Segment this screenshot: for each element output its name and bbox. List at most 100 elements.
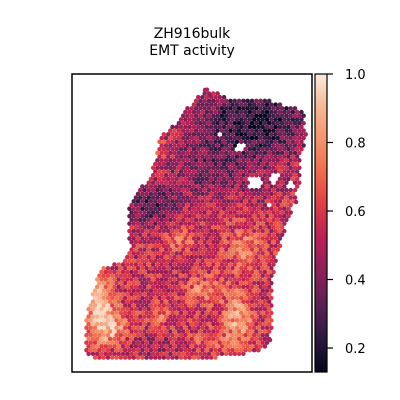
spot: [260, 280, 265, 286]
spot: [170, 146, 175, 152]
spot: [191, 288, 197, 293]
spot: [180, 158, 186, 163]
spot: [137, 351, 143, 357]
spot: [180, 120, 186, 126]
spot: [168, 284, 173, 290]
spot: [223, 158, 229, 163]
spot: [282, 146, 287, 152]
spot: [288, 143, 293, 148]
spot: [279, 150, 285, 156]
spot: [176, 158, 182, 163]
spot: [243, 199, 248, 204]
spot: [185, 202, 190, 208]
spot: [129, 225, 134, 230]
spot: [183, 303, 188, 308]
spot: [230, 340, 235, 345]
spot: [241, 106, 246, 111]
spot: [269, 124, 274, 130]
spot: [196, 310, 201, 316]
spot: [122, 266, 128, 271]
spot: [284, 187, 289, 193]
spot: [245, 344, 250, 349]
spot: [232, 195, 238, 200]
spot: [232, 173, 238, 178]
spot: [232, 98, 238, 104]
spot: [185, 225, 190, 230]
spot: [146, 306, 152, 312]
spot: [176, 277, 182, 282]
spot: [116, 269, 121, 275]
spot: [215, 329, 220, 334]
spot: [172, 158, 177, 163]
spot: [168, 202, 173, 208]
spot: [241, 217, 246, 223]
spot: [178, 221, 184, 226]
spot: [277, 169, 283, 174]
spot: [284, 195, 289, 200]
spot: [256, 325, 261, 331]
spot: [172, 314, 177, 319]
spot: [198, 247, 203, 252]
spot: [193, 225, 199, 230]
spot: [137, 321, 143, 327]
spot: [230, 236, 235, 241]
spot: [187, 191, 192, 197]
spot: [140, 258, 145, 264]
spot: [258, 321, 263, 327]
spot: [200, 325, 205, 331]
spot: [178, 184, 184, 189]
spot: [191, 124, 197, 130]
spot: [256, 288, 261, 293]
spot: [200, 169, 205, 174]
spot: [258, 113, 263, 119]
spot: [254, 254, 259, 260]
spot: [213, 191, 218, 197]
spot: [264, 318, 270, 323]
spot: [88, 332, 93, 338]
spot: [148, 199, 154, 204]
spot: [211, 106, 216, 111]
spot: [140, 280, 145, 286]
spot: [251, 243, 257, 249]
spot: [118, 288, 124, 293]
spot: [129, 232, 134, 238]
spot: [161, 139, 167, 145]
spot: [301, 113, 306, 119]
spot: [191, 280, 197, 286]
spot: [269, 117, 274, 122]
spot: [260, 295, 265, 301]
spot: [228, 202, 233, 208]
spot: [129, 336, 134, 342]
spot: [245, 299, 250, 305]
spot: [219, 113, 225, 119]
spot: [241, 202, 246, 208]
spot: [228, 113, 233, 119]
spot: [213, 303, 218, 308]
spot: [99, 269, 104, 275]
spot: [277, 228, 283, 234]
spot: [269, 318, 274, 323]
spot: [219, 232, 225, 238]
spot: [168, 150, 173, 156]
spot: [127, 221, 132, 226]
spot: [260, 161, 265, 167]
spot: [135, 288, 141, 293]
spot: [279, 217, 285, 223]
spot: [211, 269, 216, 275]
spot: [178, 347, 184, 353]
spot: [277, 139, 283, 145]
spot: [234, 318, 240, 323]
spot: [254, 269, 259, 275]
spot: [133, 247, 139, 252]
spot: [208, 102, 214, 107]
spot: [174, 347, 179, 353]
spot: [183, 199, 188, 204]
spot: [230, 273, 235, 278]
spot: [110, 347, 115, 353]
spot: [135, 228, 141, 234]
spot: [241, 314, 246, 319]
spot: [277, 206, 283, 212]
spot: [191, 161, 197, 167]
spot: [135, 191, 141, 197]
spot: [256, 221, 261, 226]
